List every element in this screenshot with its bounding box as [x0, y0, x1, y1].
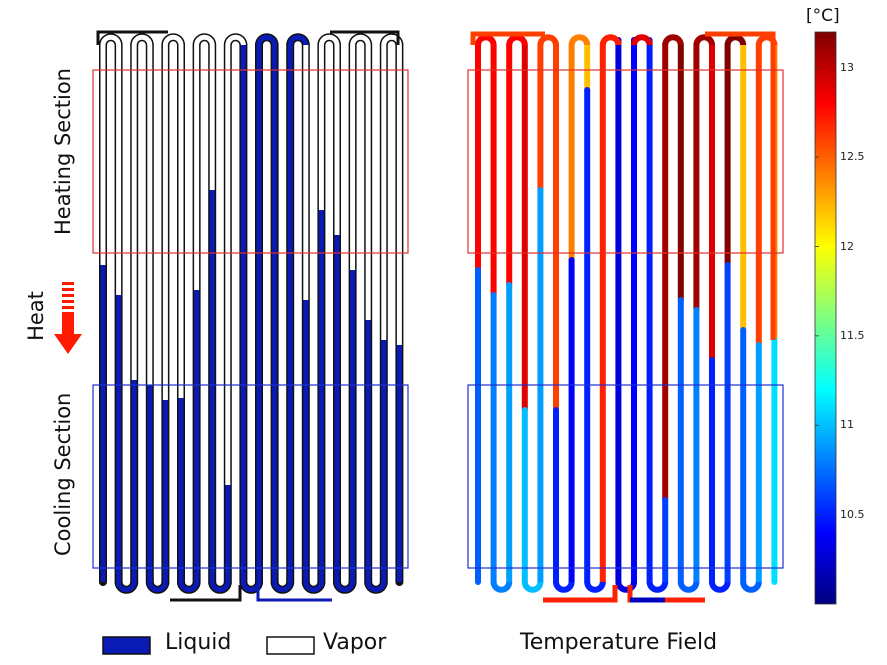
- heating-section-box-left: [92, 69, 409, 254]
- legend-vapor-label: Vapor: [323, 630, 387, 655]
- cooling-section-box-right: [467, 384, 784, 569]
- legend-vapor-swatch: [266, 636, 315, 655]
- colorbar-unit: [°C]: [806, 6, 840, 26]
- colorbar-tick-label: 11.5: [840, 328, 865, 342]
- colorbar-tick-label: 13: [840, 60, 854, 74]
- colorbar-tick-label: 10.5: [840, 507, 865, 521]
- phase-distribution-panel: [96, 30, 404, 602]
- colorbar: [814, 31, 837, 605]
- heat-label: Heat: [24, 291, 48, 341]
- colorbar-tick-label: 12: [840, 239, 854, 253]
- heating-section-box-right: [467, 69, 784, 254]
- heating-section-label: Heating Section: [51, 68, 75, 235]
- temperature-field-panel: [470, 31, 778, 603]
- cooling-section-label: Cooling Section: [51, 392, 75, 556]
- cooling-section-box-left: [92, 384, 409, 569]
- heat-arrow-icon: [54, 282, 82, 354]
- legend-liquid-label: Liquid: [165, 630, 232, 655]
- colorbar-tick-label: 11: [840, 418, 854, 432]
- legend-liquid-swatch: [102, 636, 151, 655]
- temperature-field-title: Temperature Field: [520, 630, 718, 655]
- colorbar-tick-label: 12.5: [840, 150, 865, 164]
- colorbar-ticks: [815, 67, 819, 516]
